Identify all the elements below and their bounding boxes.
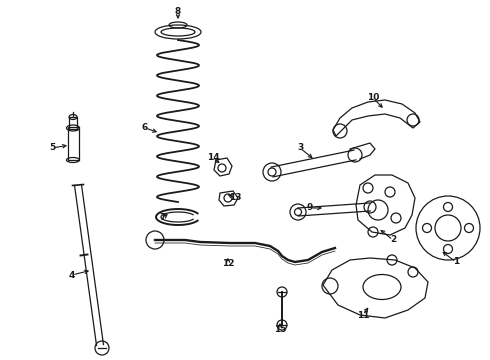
Text: 12: 12	[222, 258, 234, 267]
Text: 3: 3	[297, 144, 303, 153]
Text: 10: 10	[367, 94, 379, 103]
Text: 4: 4	[69, 270, 75, 279]
Text: 1: 1	[453, 257, 459, 266]
Text: 5: 5	[49, 144, 55, 153]
Text: 2: 2	[390, 235, 396, 244]
Text: 15: 15	[274, 325, 286, 334]
Bar	[68, 127, 79, 160]
Text: 7: 7	[160, 213, 166, 222]
Bar	[69, 117, 77, 129]
Text: 13: 13	[229, 194, 241, 202]
Text: 9: 9	[307, 203, 313, 212]
Text: 8: 8	[175, 8, 181, 17]
Text: 11: 11	[357, 310, 369, 320]
Text: 14: 14	[207, 153, 220, 162]
Text: 6: 6	[142, 123, 148, 132]
